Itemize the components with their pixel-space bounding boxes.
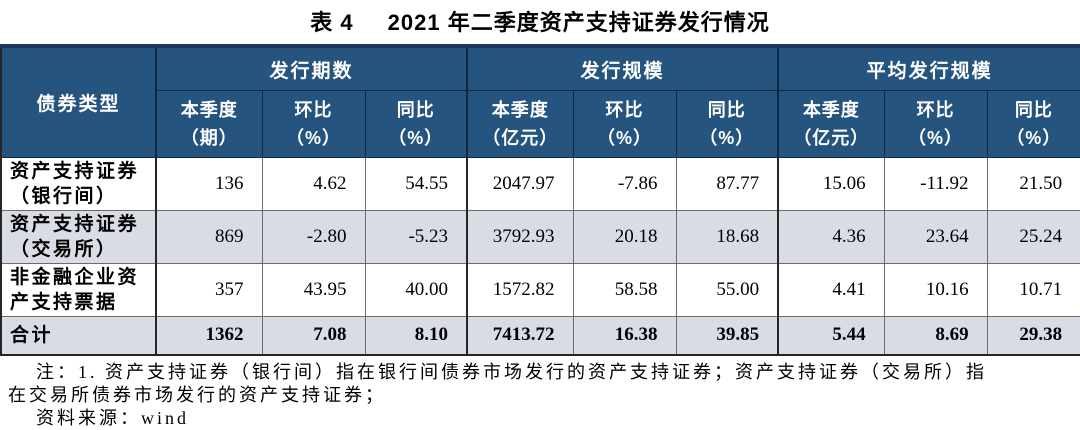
subheader-unit: （%）	[908, 128, 964, 148]
subheader-label: 环比	[916, 100, 955, 120]
col-subheader: 本季度 （亿元）	[777, 90, 885, 158]
subheader-unit: （%）	[699, 128, 755, 148]
table-cell: 23.64	[883, 210, 988, 264]
table-cell: 40.00	[364, 263, 468, 317]
table-cell: 25.24	[986, 210, 1080, 264]
subheader-label: 本季度	[802, 100, 860, 120]
subheader-label: 本季度	[180, 100, 238, 120]
subheader-unit: （亿元）	[793, 128, 870, 148]
col-subheader: 环比 （%）	[883, 90, 988, 158]
table-cell: 87.77	[675, 157, 779, 211]
table-row: 非金融企业资产支持票据 357 43.95 40.00 1572.82 58.58 55.0…	[0, 263, 1080, 317]
table-cell: 18.68	[675, 210, 779, 264]
table-cell: 1362	[155, 316, 263, 355]
subheader-unit: （%）	[388, 128, 444, 148]
note-line-2: 在交易所债券市场发行的资产支持证券；	[8, 384, 386, 405]
page-title: 表 4 2021 年二季度资产支持证券发行情况	[0, 0, 1080, 44]
table-number: 表 4	[310, 10, 354, 35]
table-cell: 357	[155, 263, 263, 317]
table-cell: 7413.72	[466, 316, 574, 355]
table-cell: 4.62	[261, 157, 366, 211]
table-cell: 4.36	[777, 210, 885, 264]
table-notes: 注：1. 资产支持证券（银行间）指在银行间债券市场发行的资产支持证券；资产支持证…	[0, 356, 1080, 430]
table-cell: 29.38	[986, 316, 1080, 355]
col-subheader: 同比 （%）	[364, 90, 468, 158]
col-header-bond-type: 债券类型	[0, 45, 157, 158]
table-cell: -7.86	[572, 157, 677, 211]
table-cell: 21.50	[986, 157, 1080, 211]
subheader-unit: （期）	[180, 128, 238, 148]
subheader-label: 环比	[605, 100, 644, 120]
table-row: 资产支持证券（交易所） 869 -2.80 -5.23 3792.93 20.18 18.6…	[0, 210, 1080, 264]
table-cell: 5.44	[777, 316, 885, 355]
col-group-header: 发行规模	[466, 45, 779, 91]
row-label: 非金融企业资产支持票据	[0, 263, 157, 317]
subheader-label: 本季度	[491, 100, 549, 120]
col-group-header: 发行期数	[154, 45, 468, 91]
note-line-1: 注：1. 资产支持证券（银行间）指在银行间债券市场发行的资产支持证券；资产支持证…	[36, 361, 987, 382]
col-subheader: 同比 （%）	[986, 90, 1080, 158]
subheader-label: 同比	[396, 100, 435, 120]
subheader-label: 环比	[294, 100, 333, 120]
col-subheader: 同比 （%）	[675, 90, 779, 158]
table-cell: 55.00	[675, 263, 779, 317]
subheader-unit: （%）	[1006, 128, 1062, 148]
table-cell: 869	[155, 210, 263, 264]
table-title-text: 2021 年二季度资产支持证券发行情况	[387, 10, 770, 35]
table-cell: 39.85	[675, 316, 779, 355]
table-cell: 54.55	[364, 157, 468, 211]
subheader-label: 同比	[707, 100, 746, 120]
table-cell: 7.08	[261, 316, 366, 355]
table-cell: 16.38	[572, 316, 677, 355]
subheader-unit: （%）	[285, 128, 341, 148]
subheader-label: 同比	[1014, 100, 1053, 120]
table-cell: -5.23	[364, 210, 468, 264]
table-cell: 8.10	[364, 316, 468, 355]
table-cell: 3792.93	[466, 210, 574, 264]
issuance-table: 债券类型 发行期数 发行规模 平均发行规模本季度 （期） 环比 （%） 同比 （%） 本季度 （亿元…	[0, 44, 1080, 356]
col-subheader: 环比 （%）	[572, 90, 677, 158]
table-body: 资产支持证券（银行间） 136 4.62 54.55 2047.97 -7.86 87.77…	[0, 157, 1080, 355]
table-cell: 8.69	[883, 316, 988, 355]
row-label: 资产支持证券（银行间）	[0, 157, 157, 211]
row-label: 资产支持证券（交易所）	[0, 210, 157, 264]
table-cell: 4.41	[777, 263, 885, 317]
table-cell: -2.80	[261, 210, 366, 264]
table-row: 资产支持证券（银行间） 136 4.62 54.55 2047.97 -7.86 87.77…	[0, 157, 1080, 211]
row-label: 合计	[0, 316, 157, 355]
table-row: 合计 1362 7.08 8.10 7413.72 16.38 39.85 5.44 8.69 2…	[0, 316, 1080, 355]
table-cell: 1572.82	[466, 263, 574, 317]
table-cell: 43.95	[261, 263, 366, 317]
col-subheader: 环比 （%）	[261, 90, 366, 158]
table-cell: 58.58	[572, 263, 677, 317]
col-subheader: 本季度 （亿元）	[466, 90, 574, 158]
table-cell: 136	[155, 157, 263, 211]
table-cell: 10.16	[883, 263, 988, 317]
table-cell: 2047.97	[466, 157, 574, 211]
subheader-unit: （%）	[597, 128, 653, 148]
table-cell: -11.92	[883, 157, 988, 211]
table-cell: 15.06	[777, 157, 885, 211]
table-cell: 10.71	[986, 263, 1080, 317]
col-group-header: 平均发行规模	[777, 45, 1080, 91]
table-cell: 20.18	[572, 210, 677, 264]
table-head: 债券类型 发行期数 发行规模 平均发行规模本季度 （期） 环比 （%） 同比 （%） 本季度 （亿元…	[0, 45, 1080, 158]
col-subheader: 本季度 （期）	[155, 90, 263, 158]
source-line: 资料来源：wind	[36, 407, 189, 428]
subheader-unit: （亿元）	[482, 128, 559, 148]
